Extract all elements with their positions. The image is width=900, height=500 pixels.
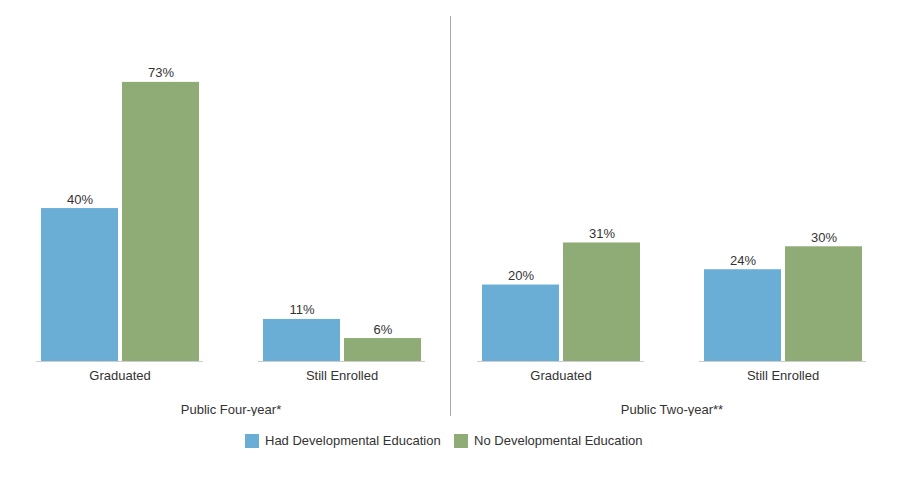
svg-text:Public Four-year*: Public Four-year* <box>180 402 280 417</box>
svg-text:Public Two-year**: Public Two-year** <box>620 402 722 417</box>
html-text:No Developmental Education: No Developmental Education <box>474 433 643 448</box>
svg-text:31%: 31% <box>588 226 614 241</box>
svg-text:20%: 20% <box>507 268 533 283</box>
svg-text:Graduated: Graduated <box>530 368 591 383</box>
html-text:Had Developmental Education: Had Developmental Education <box>265 433 441 448</box>
svg-text:73%: 73% <box>147 65 173 80</box>
svg-text:11%: 11% <box>289 302 314 317</box>
svg-text:Graduated: Graduated <box>89 368 150 383</box>
svg-text:Still Enrolled: Still Enrolled <box>746 368 818 383</box>
svg-text:24%: 24% <box>729 253 755 268</box>
svg-text:Still Enrolled: Still Enrolled <box>305 368 377 383</box>
svg-text:30%: 30% <box>810 230 836 245</box>
svg-text:6%: 6% <box>373 322 392 337</box>
svg-text:40%: 40% <box>66 192 92 207</box>
